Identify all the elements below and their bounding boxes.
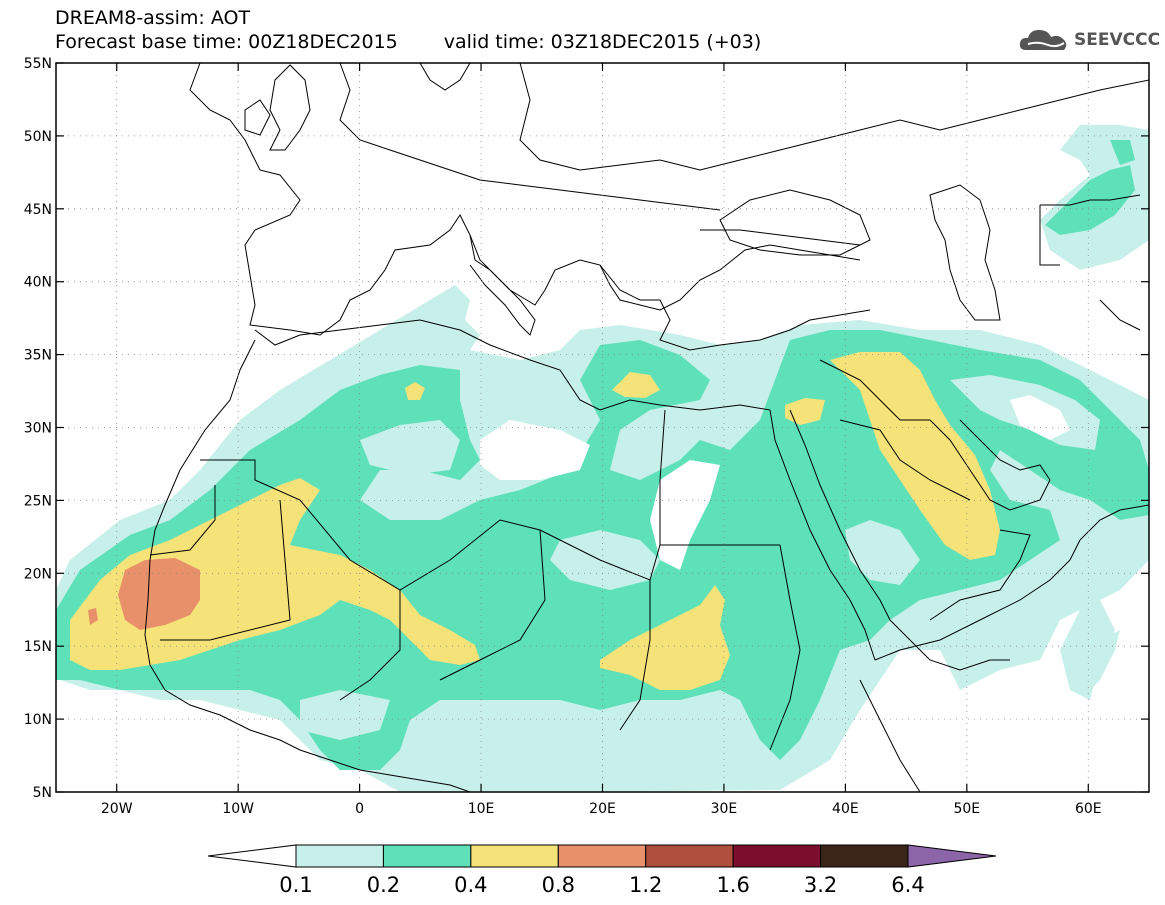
lat-tick-label: 30N bbox=[24, 421, 52, 437]
lon-tick-label: 60E bbox=[1075, 801, 1102, 817]
lat-tick-label: 5N bbox=[33, 785, 52, 801]
logo-text: SEEVCCC bbox=[1074, 30, 1161, 50]
lat-tick-label: 50N bbox=[24, 129, 52, 145]
lon-tick-label: 30E bbox=[711, 801, 738, 817]
lat-tick-label: 15N bbox=[24, 639, 52, 655]
colorbar-level-label: 1.2 bbox=[629, 873, 662, 897]
lon-tick-label: 10E bbox=[468, 801, 495, 817]
aot-contour-0-8 bbox=[88, 558, 200, 630]
colorbar-level-label: 3.2 bbox=[804, 873, 837, 897]
lon-tick-label: 40E bbox=[832, 801, 859, 817]
colorbar-level-label: 6.4 bbox=[891, 873, 924, 897]
colorbar: 0.1 0.2 0.4 0.8 1.2 1.6 3.2 6.4 bbox=[207, 844, 997, 897]
lat-tick-label: 45N bbox=[24, 202, 52, 218]
colorbar-swatch-2 bbox=[470, 844, 559, 868]
colorbar-swatch-0 bbox=[295, 844, 384, 868]
lat-tick-label: 40N bbox=[24, 275, 52, 291]
colorbar-swatch-4 bbox=[645, 844, 734, 868]
colorbar-high-end bbox=[907, 844, 997, 868]
map-title: DREAM8-assim: AOT bbox=[55, 7, 251, 29]
lat-tick-label: 20N bbox=[24, 566, 52, 582]
colorbar-level-label: 1.6 bbox=[716, 873, 749, 897]
lat-tick-label: 10N bbox=[24, 712, 52, 728]
axis-ticks: 20W 10W 0 10E 20E 30E 40E 50E 60E 5N 10N 15N 20N 25N 3… bbox=[24, 56, 1149, 817]
colorbar-swatch-6 bbox=[820, 844, 909, 868]
colorbar-low-end bbox=[207, 844, 297, 868]
colorbar-level-label: 0.2 bbox=[367, 873, 400, 897]
lat-tick-label: 55N bbox=[24, 56, 52, 72]
lat-tick-label: 25N bbox=[24, 493, 52, 509]
lon-tick-label: 20E bbox=[589, 801, 616, 817]
forecast-times: Forecast base time: 00Z18DEC2015 valid ti… bbox=[55, 32, 761, 52]
coastlines-borders bbox=[144, 63, 1149, 792]
lon-tick-label: 0 bbox=[355, 801, 364, 817]
colorbar-level-label: 0.1 bbox=[279, 873, 312, 897]
colorbar-swatch-3 bbox=[557, 844, 647, 868]
colorbar-swatch-1 bbox=[382, 844, 472, 868]
colorbar-level-label: 0.8 bbox=[542, 873, 575, 897]
colorbar-swatch-5 bbox=[732, 844, 822, 868]
base-time: Forecast base time: 00Z18DEC2015 bbox=[55, 31, 398, 53]
aot-low-white bbox=[480, 395, 1070, 570]
seevccc-logo: SEEVCCC bbox=[1018, 26, 1160, 54]
lon-tick-label: 10W bbox=[222, 801, 254, 817]
lon-tick-label: 50E bbox=[953, 801, 980, 817]
lon-tick-label: 20W bbox=[101, 801, 133, 817]
colorbar-level-label: 0.4 bbox=[454, 873, 487, 897]
lat-tick-label: 35N bbox=[24, 348, 52, 364]
map-grid bbox=[56, 63, 1149, 792]
cloud-icon bbox=[1019, 30, 1067, 50]
valid-time: valid time: 03Z18DEC2015 (+03) bbox=[443, 31, 762, 53]
